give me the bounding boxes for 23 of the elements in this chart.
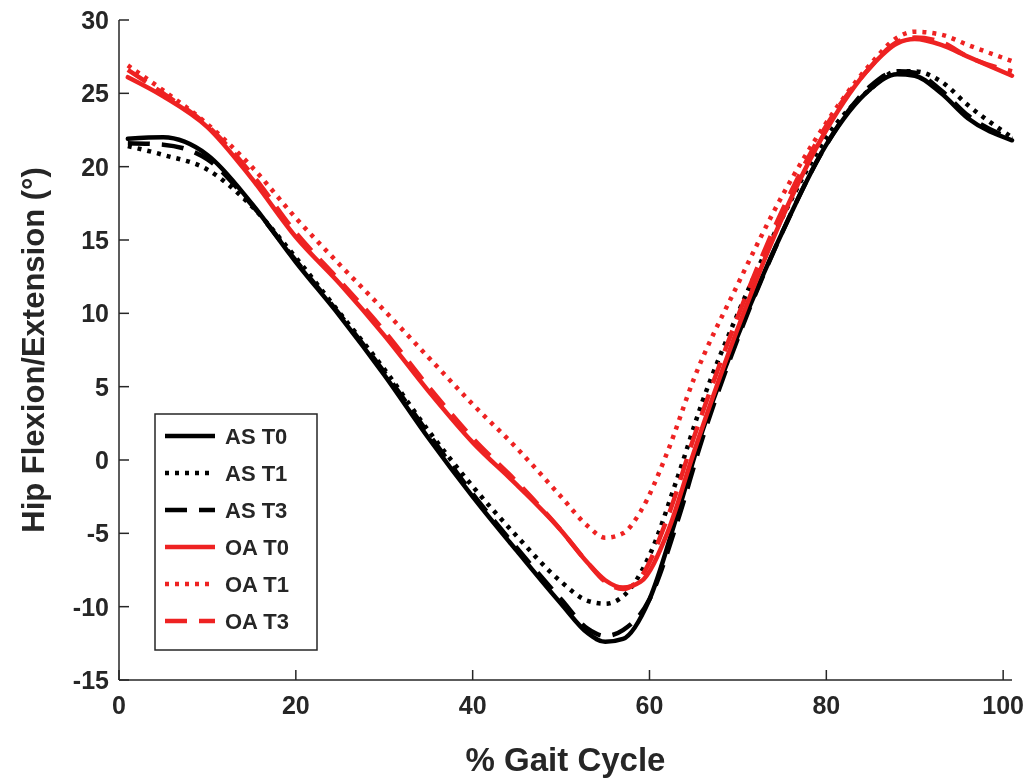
y-tick-label: 5 (95, 372, 110, 401)
legend-label: OA T3 (225, 609, 289, 634)
legend-label: AS T0 (225, 424, 288, 449)
y-tick-label: -15 (72, 666, 110, 694)
y-tick-label: 15 (81, 226, 110, 254)
legend-label: AS T1 (225, 461, 288, 486)
x-axis-title: % Gait Cycle (465, 741, 666, 778)
x-tick-label: 60 (635, 691, 664, 719)
x-tick-label: 40 (458, 691, 487, 719)
legend-label: AS T3 (225, 498, 288, 523)
x-tick-label: 20 (281, 691, 310, 719)
y-tick-label: 25 (81, 79, 110, 108)
legend-label: OA T1 (225, 572, 289, 597)
y-axis-title: Hip Flexion/Extension (°) (16, 167, 51, 533)
x-tick-label: 100 (982, 691, 1025, 719)
y-tick-label: -10 (72, 592, 109, 621)
y-tick-label: 0 (95, 446, 109, 474)
y-tick-label: 20 (81, 152, 109, 181)
legend-label: OA T0 (225, 535, 289, 560)
y-tick-label: -5 (86, 519, 110, 548)
x-tick-label: 80 (812, 691, 841, 719)
y-tick-label: 10 (81, 299, 109, 328)
y-tick-label: 30 (81, 6, 109, 34)
